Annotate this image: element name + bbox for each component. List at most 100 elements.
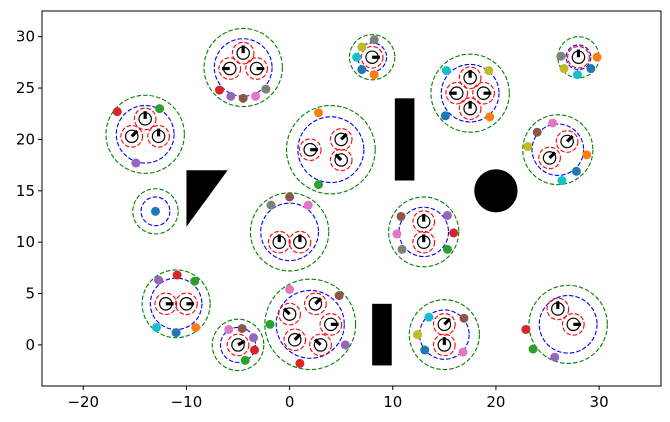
sub-ring: [432, 333, 456, 357]
sub-ring: [329, 148, 353, 172]
sub-ring: [120, 125, 144, 148]
data-point: [396, 211, 406, 221]
data-point: [155, 104, 165, 114]
heading-marker: [443, 317, 451, 326]
x-tick-label: −20: [67, 393, 99, 411]
data-point: [523, 142, 533, 152]
data-point: [485, 112, 495, 122]
y-tick-label: 10: [16, 233, 35, 251]
sub-ring: [319, 313, 343, 336]
sub-ring: [412, 210, 436, 233]
data-point: [131, 158, 141, 168]
data-point: [285, 284, 295, 294]
data-point: [557, 176, 567, 186]
data-point: [334, 291, 344, 301]
data-point: [559, 64, 569, 74]
data-point: [532, 127, 542, 137]
sub-ring: [175, 292, 198, 316]
inner-ring: [140, 196, 171, 227]
heading-marker: [130, 129, 139, 138]
sub-ring: [538, 146, 561, 170]
data-point: [369, 35, 379, 45]
data-point: [265, 319, 275, 329]
sub-ring: [546, 297, 570, 321]
data-point: [357, 42, 367, 52]
sub-ring: [445, 81, 469, 105]
sub-ring: [329, 128, 353, 151]
data-point: [392, 229, 402, 239]
outer-ring: [203, 27, 283, 108]
x-tick-label: 30: [590, 393, 609, 411]
data-point: [369, 70, 379, 80]
data-point: [172, 270, 182, 280]
data-point: [556, 51, 566, 61]
sub-ring: [288, 230, 312, 254]
heading-marker: [340, 132, 348, 141]
inner-ring: [260, 202, 320, 262]
data-point: [313, 180, 323, 190]
heading-marker: [334, 153, 343, 162]
data-point: [357, 65, 367, 75]
sub-ring: [245, 57, 268, 80]
sub-ring: [133, 107, 157, 131]
inner-ring: [213, 38, 273, 97]
sub-ring: [360, 45, 384, 69]
sub-ring: [412, 230, 436, 254]
data-point: [251, 91, 261, 101]
y-tick-label: 0: [25, 336, 35, 354]
data-point: [171, 328, 181, 338]
data-point: [313, 108, 323, 118]
sub-ring: [283, 328, 307, 352]
axes: −20 −10 0 10 20 30 0 5 10 15 20 25 30: [16, 28, 609, 411]
data-point: [303, 200, 313, 210]
outer-ring: [249, 192, 330, 272]
sub-ring: [561, 313, 585, 336]
y-tick-label: 20: [16, 130, 35, 148]
data-point: [152, 322, 162, 332]
inner-ring: [440, 63, 500, 123]
data-point: [582, 150, 592, 160]
data-point: [240, 355, 250, 365]
x-tick-label: −10: [171, 393, 203, 411]
sub-ring: [458, 97, 482, 120]
data-point: [441, 66, 451, 76]
outer-ring: [264, 278, 357, 371]
heading-marker: [565, 134, 574, 143]
inner-ring: [275, 289, 345, 359]
inner-ring: [297, 116, 365, 184]
inner-ring: [538, 295, 598, 354]
sub-ring: [231, 41, 255, 65]
data-point: [285, 192, 295, 202]
outer-ring: [408, 299, 480, 371]
plot-frame: [41, 10, 662, 387]
sub-ring: [267, 230, 291, 254]
data-point: [191, 322, 201, 332]
sub-ring: [309, 333, 332, 357]
data-point: [484, 66, 494, 76]
sub-ring: [567, 45, 590, 69]
outer-ring: [348, 34, 396, 81]
heading-marker: [314, 297, 322, 305]
sub-ring: [304, 292, 327, 316]
data-point: [266, 200, 276, 210]
data-point: [458, 347, 468, 357]
data-point: [424, 312, 434, 322]
data-point: [420, 345, 430, 355]
data-point: [572, 70, 582, 80]
data-point: [238, 93, 248, 103]
sub-ring: [154, 292, 178, 316]
sub-ring: [555, 130, 579, 153]
data-point: [261, 84, 271, 94]
outer-ring: [132, 188, 179, 235]
heading-marker: [282, 307, 291, 316]
rect-obstacle: [372, 303, 392, 366]
data-point: [571, 166, 581, 176]
y-tick-label: 15: [16, 182, 35, 200]
outer-ring: [388, 196, 460, 268]
y-tick-label: 25: [16, 79, 35, 97]
inner-ring: [115, 104, 175, 164]
outer-ring: [105, 94, 185, 174]
data-point: [295, 358, 305, 368]
sub-ring: [298, 138, 322, 162]
rect-obstacle: [394, 98, 415, 181]
